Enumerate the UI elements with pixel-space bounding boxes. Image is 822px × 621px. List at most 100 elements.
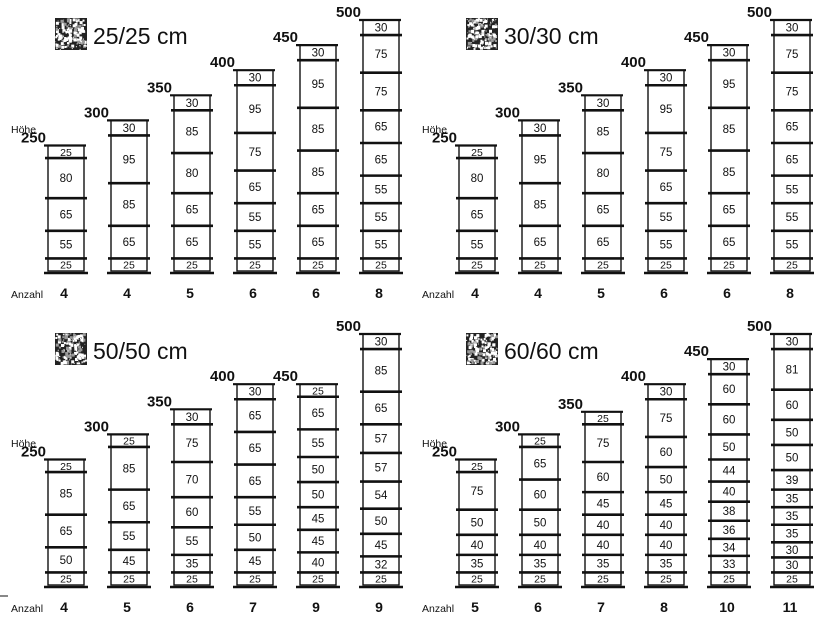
segment-height-label: 65 [249, 182, 262, 194]
segment-height-label: 65 [60, 526, 73, 538]
stack-column: 25 35 55 60 70 75 30 350 6 [147, 393, 214, 615]
total-height-label: 250 [432, 444, 457, 461]
total-height-label: 450 [273, 29, 298, 46]
segment-height-label: 45 [249, 556, 262, 568]
segment-height-label: 40 [597, 520, 610, 532]
element-count: 7 [249, 599, 257, 615]
stack-column: 25 45 55 65 85 25 300 5 [84, 418, 151, 615]
segment-height-label: 55 [660, 212, 673, 224]
segment-height-label: 75 [249, 147, 262, 159]
segment-height-label: 25 [186, 260, 198, 272]
segment-height-label: 95 [249, 104, 262, 116]
segment-height-label: 80 [597, 168, 610, 180]
segment-height-label: 65 [375, 403, 388, 415]
stack-column: 25 65 85 95 30 300 4 [495, 104, 562, 301]
segment-height-label: 85 [123, 199, 136, 211]
segment-height-label: 45 [123, 556, 136, 568]
segment-height-label: 25 [249, 260, 261, 272]
segment-height-label: 75 [660, 147, 673, 159]
segment-height-label: 35 [471, 559, 484, 571]
segment-height-label: 65 [312, 237, 325, 249]
segment-height-label: 50 [786, 427, 799, 439]
segment-height-label: 25 [597, 574, 609, 586]
count-label: Anzahl [11, 603, 43, 615]
segment-height-label: 65 [249, 476, 262, 488]
total-height-label: 350 [147, 79, 172, 96]
segment-height-label: 55 [60, 240, 73, 252]
panel-title: 25/25 cm [93, 23, 188, 49]
panel: 50/50 cmHöheAnzahl2550658525250425455565… [11, 318, 403, 615]
height-label: Höhe [422, 124, 447, 136]
segment-height-label: 50 [660, 475, 673, 487]
segment-height-label: 55 [786, 240, 799, 252]
segment-height-label: 32 [375, 559, 388, 571]
segment-height-label: 75 [471, 486, 484, 498]
segment-height-label: 30 [597, 98, 610, 110]
segment-height-label: 57 [375, 462, 388, 474]
segment-height-label: 30 [375, 337, 388, 349]
segment-height-label: 65 [123, 237, 136, 249]
segment-height-label: 60 [660, 447, 673, 459]
stack-column: 25 55 55 65 75 95 30 400 6 [210, 54, 277, 301]
stack-column: 25 35 40 50 75 25 250 5 [432, 444, 499, 615]
element-count: 4 [123, 285, 131, 301]
segment-height-label: 57 [375, 434, 388, 446]
segment-height-label: 25 [597, 260, 609, 272]
segment-height-label: 35 [186, 559, 199, 571]
segment-height-label: 40 [597, 540, 610, 552]
stack-column: 25 30 30 35 35 35 39 50 50 60 81 30 500 11 [747, 318, 814, 615]
stack-column: 25 35 40 50 60 65 25 300 6 [495, 418, 562, 615]
stack-column: 25 65 65 85 85 95 30 450 6 [273, 29, 340, 301]
element-count: 6 [312, 285, 320, 301]
total-height-label: 300 [495, 104, 520, 121]
total-height-label: 400 [210, 54, 235, 71]
segment-height-label: 55 [249, 240, 262, 252]
total-height-label: 250 [21, 444, 46, 461]
segment-height-label: 25 [312, 385, 324, 397]
segment-height-label: 54 [375, 490, 388, 502]
element-count: 9 [312, 599, 320, 615]
stone-texture-swatch [466, 18, 498, 50]
segment-height-label: 65 [312, 205, 325, 217]
segment-height-label: 44 [723, 466, 736, 478]
stone-texture-swatch [55, 18, 87, 50]
element-count: 8 [375, 285, 383, 301]
height-label: Höhe [11, 124, 36, 136]
segment-height-label: 75 [597, 438, 610, 450]
segment-height-label: 25 [123, 574, 135, 586]
panel-title: 30/30 cm [504, 23, 599, 49]
stack-column: 25 65 65 80 85 30 350 5 [147, 79, 214, 301]
segment-height-label: 65 [786, 154, 799, 166]
element-count: 7 [597, 599, 605, 615]
segment-height-label: 30 [660, 73, 673, 85]
segment-height-label: 33 [723, 559, 736, 571]
segment-height-label: 30 [786, 560, 799, 572]
segment-height-label: 80 [60, 173, 73, 185]
segment-height-label: 55 [186, 536, 199, 548]
segment-height-label: 65 [312, 408, 325, 420]
segment-height-label: 45 [660, 498, 673, 510]
segment-height-label: 65 [186, 205, 199, 217]
segment-height-label: 65 [723, 237, 736, 249]
total-height-label: 450 [273, 368, 298, 385]
element-count: 10 [719, 599, 735, 615]
segment-height-label: 25 [60, 574, 72, 586]
panel: 30/30 cmHöheAnzahl2555658025250425658595… [422, 4, 814, 301]
segment-height-label: 85 [597, 127, 610, 139]
segment-height-label: 40 [723, 487, 736, 499]
segment-height-label: 85 [312, 167, 325, 179]
segment-height-label: 65 [534, 237, 547, 249]
segment-height-label: 65 [723, 205, 736, 217]
segment-height-label: 65 [375, 154, 388, 166]
segment-height-label: 30 [375, 23, 388, 35]
total-height-label: 500 [336, 4, 361, 21]
segment-height-label: 25 [723, 260, 735, 272]
segment-height-label: 50 [471, 517, 484, 529]
segment-height-label: 65 [597, 237, 610, 249]
stack-column: 25 35 40 40 45 50 60 75 30 400 8 [621, 368, 688, 615]
segment-height-label: 35 [597, 559, 610, 571]
element-count: 9 [375, 599, 383, 615]
column-outline [458, 144, 496, 272]
segment-height-label: 25 [123, 260, 135, 272]
